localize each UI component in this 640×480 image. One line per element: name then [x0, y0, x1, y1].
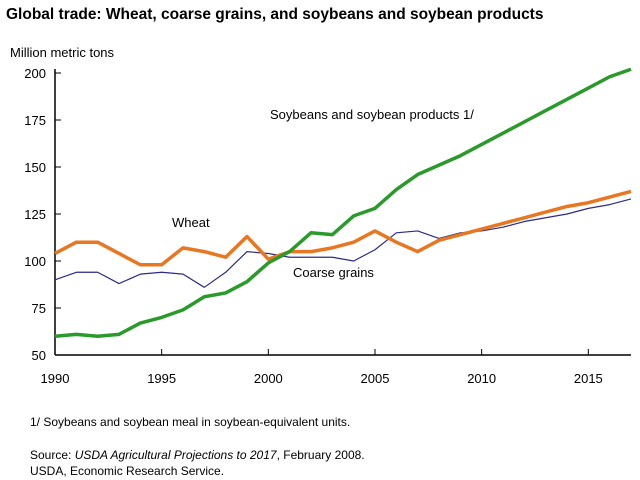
- y-tick-label: 125: [24, 207, 46, 222]
- y-tick-label: 75: [32, 301, 46, 316]
- series-label: Wheat: [172, 215, 210, 230]
- series-line-wheat: [54, 189, 632, 267]
- source-line-2: USDA, Economic Research Service.: [30, 464, 225, 478]
- source-suffix: , February 2008.: [276, 448, 365, 462]
- footnote: 1/ Soybeans and soybean meal in soybean-…: [30, 415, 351, 429]
- x-tick-label: 1990: [41, 371, 70, 386]
- source-prefix: Source:: [30, 448, 75, 462]
- series-label: Soybeans and soybean products 1/: [270, 107, 474, 122]
- y-tick-label: 200: [24, 66, 46, 81]
- x-tick-label: 2000: [254, 371, 283, 386]
- y-tick-label: 50: [32, 348, 46, 363]
- source-line: Source: USDA Agricultural Projections to…: [30, 448, 365, 462]
- y-tick-label: 100: [24, 254, 46, 269]
- y-tick-label: 150: [24, 160, 46, 175]
- series-label: Coarse grains: [293, 265, 374, 280]
- series-line-coarse-grains: [54, 198, 632, 288]
- chart-title: Global trade: Wheat, coarse grains, and …: [6, 6, 544, 23]
- x-tick-label: 2005: [361, 371, 390, 386]
- x-tick-label: 1995: [147, 371, 176, 386]
- x-tick-label: 2015: [574, 371, 603, 386]
- x-tick-label: 2010: [467, 371, 496, 386]
- y-axis-label: Million metric tons: [10, 45, 115, 60]
- y-tick-label: 175: [24, 113, 46, 128]
- series-line-soybeans-and-soybean-products-: [54, 67, 632, 338]
- source-title: USDA Agricultural Projections to 2017: [74, 448, 277, 462]
